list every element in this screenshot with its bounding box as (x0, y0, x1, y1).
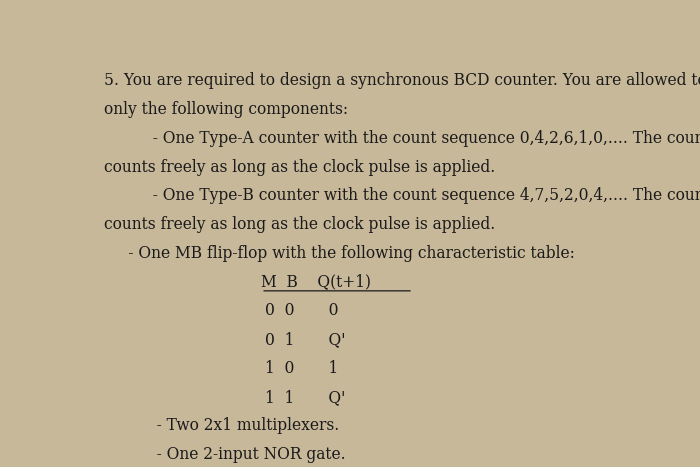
Text: - Two 2x1 multiplexers.: - Two 2x1 multiplexers. (141, 417, 339, 434)
Text: counts freely as long as the clock pulse is applied.: counts freely as long as the clock pulse… (104, 216, 495, 233)
Text: 1  1       Q': 1 1 Q' (265, 389, 346, 406)
Text: 0  0       0: 0 0 0 (265, 302, 339, 319)
Text: - One Type-B counter with the count sequence 4,7,5,2,0,4,.... The counter: - One Type-B counter with the count sequ… (104, 187, 700, 204)
Text: 1  0       1: 1 0 1 (265, 360, 339, 377)
Text: 5. You are required to design a synchronous BCD counter. You are allowed to use: 5. You are required to design a synchron… (104, 72, 700, 89)
Text: - One 2-input NOR gate.: - One 2-input NOR gate. (141, 446, 345, 463)
Text: - One MB flip-flop with the following characteristic table:: - One MB flip-flop with the following ch… (104, 245, 575, 262)
Text: M  B    Q(t+1): M B Q(t+1) (261, 274, 371, 290)
Text: 0  1       Q': 0 1 Q' (265, 331, 346, 348)
Text: - One Type-A counter with the count sequence 0,4,2,6,1,0,.... The counter: - One Type-A counter with the count sequ… (104, 130, 700, 147)
Text: counts freely as long as the clock pulse is applied.: counts freely as long as the clock pulse… (104, 158, 495, 176)
Text: only the following components:: only the following components: (104, 101, 348, 118)
